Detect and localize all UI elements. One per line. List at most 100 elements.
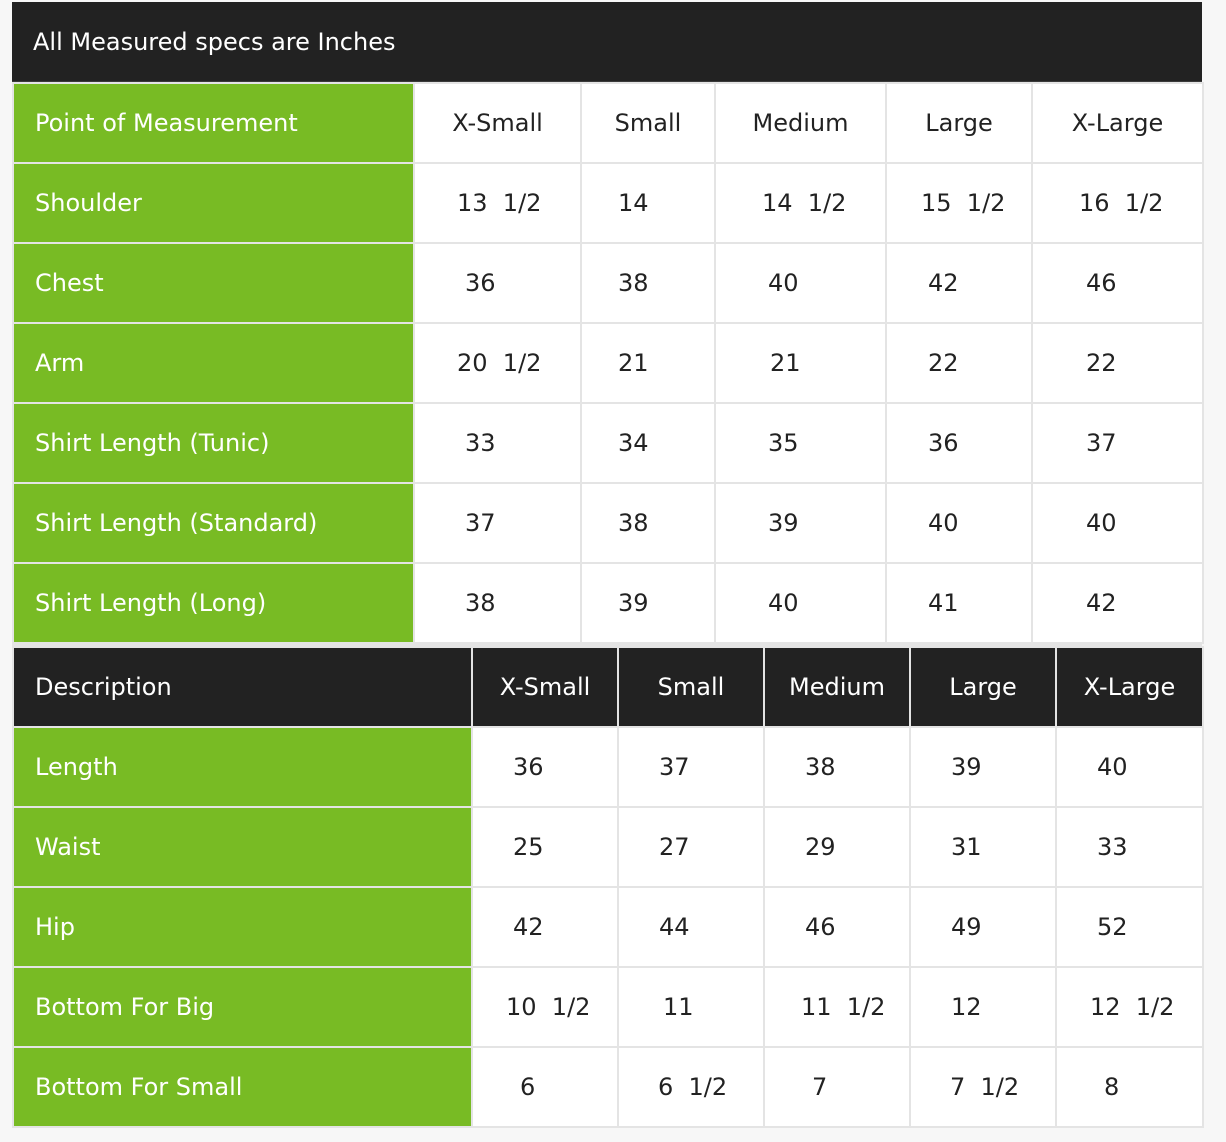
cell-value: 37 (465, 509, 496, 537)
row-label: Shirt Length (Standard) (12, 482, 415, 564)
table-cell: 42 (471, 886, 619, 968)
table-cell: 22 (885, 322, 1033, 404)
table-header-row: Description X-Small Small Medium Large X… (12, 646, 1204, 728)
size-label: X-Small (452, 109, 543, 137)
cell-value: 15 1/2 (921, 189, 1006, 217)
cell-value: 33 (1097, 833, 1128, 861)
table-cell: 7 1/2 (909, 1046, 1057, 1128)
size-label: X-Large (1083, 673, 1176, 701)
row-label: Hip (12, 886, 473, 968)
table-cell: 11 1/2 (763, 966, 911, 1048)
cell-value: 49 (951, 913, 982, 941)
cell-value: 37 (1086, 429, 1117, 457)
table-cell: 7 (763, 1046, 911, 1128)
table-cell: 6 1/2 (617, 1046, 765, 1128)
cell-value: 46 (1086, 269, 1117, 297)
cell-value: 13 1/2 (457, 189, 542, 217)
table-cell: 42 (885, 242, 1033, 324)
table-cell: 15 1/2 (885, 162, 1033, 244)
table-cell: 38 (580, 482, 716, 564)
cell-value: 39 (951, 753, 982, 781)
cell-value: 36 (465, 269, 496, 297)
table-cell: 38 (580, 242, 716, 324)
cell-value: 12 1/2 (1090, 993, 1175, 1021)
cell-value: 38 (618, 269, 649, 297)
size-label: Medium (752, 109, 849, 137)
cell-value: 41 (928, 589, 959, 617)
table-row: Length 36 37 38 39 40 (12, 726, 1204, 808)
row-label: Bottom For Small (12, 1046, 473, 1128)
table-cell: 46 (1031, 242, 1204, 324)
cell-value: 22 (1086, 349, 1117, 377)
table-cell: 10 1/2 (471, 966, 619, 1048)
table-row: Arm 20 1/2 21 21 22 22 (12, 322, 1204, 404)
table-cell: 52 (1055, 886, 1204, 968)
table-cell: 14 1/2 (714, 162, 887, 244)
cell-value: 39 (768, 509, 799, 537)
table-cell: 36 (471, 726, 619, 808)
table-row: Chest 36 38 40 42 46 (12, 242, 1204, 324)
table-cell: 37 (1031, 402, 1204, 484)
cell-value: 14 (618, 189, 649, 217)
header-size-cell: Medium (763, 646, 911, 728)
table-cell: 34 (580, 402, 716, 484)
cell-value: 44 (659, 913, 690, 941)
cell-value: 34 (618, 429, 649, 457)
header-label: Point of Measurement (35, 109, 298, 137)
table-row: Waist 25 27 29 31 33 (12, 806, 1204, 888)
table-row: Shirt Length (Long) 38 39 40 41 42 (12, 562, 1204, 644)
table-row: Shirt Length (Standard) 37 38 39 40 40 (12, 482, 1204, 564)
cell-value: 14 1/2 (762, 189, 847, 217)
shirt-measurement-table: Point of Measurement X-Small Small Mediu… (12, 82, 1204, 644)
cell-value: 16 1/2 (1079, 189, 1164, 217)
table-cell: 40 (1031, 482, 1204, 564)
table-cell: 36 (885, 402, 1033, 484)
table-cell: 38 (763, 726, 911, 808)
cell-value: 11 1/2 (801, 993, 886, 1021)
row-label: Shirt Length (Tunic) (12, 402, 415, 484)
table-cell: 20 1/2 (413, 322, 582, 404)
row-label: Length (12, 726, 473, 808)
cell-value: 38 (805, 753, 836, 781)
header-size-cell: Large (909, 646, 1057, 728)
table-cell: 21 (580, 322, 716, 404)
header-size-cell: X-Large (1055, 646, 1204, 728)
row-label: Arm (12, 322, 415, 404)
header-label-cell: Description (12, 646, 473, 728)
row-label: Bottom For Big (12, 966, 473, 1048)
table-row: Hip 42 44 46 49 52 (12, 886, 1204, 968)
cell-value: 38 (465, 589, 496, 617)
table-cell: 16 1/2 (1031, 162, 1204, 244)
size-label: X-Large (1071, 109, 1164, 137)
cell-value: 31 (951, 833, 982, 861)
cell-value: 29 (805, 833, 836, 861)
table-cell: 49 (909, 886, 1057, 968)
header-size-cell: X-Large (1031, 82, 1204, 164)
cell-value: 7 (812, 1073, 828, 1101)
size-label: X-Small (499, 673, 591, 701)
table-cell: 12 (909, 966, 1057, 1048)
table-cell: 8 (1055, 1046, 1204, 1128)
size-label: Medium (789, 673, 885, 701)
table-cell: 22 (1031, 322, 1204, 404)
cell-value: 40 (928, 509, 959, 537)
table-cell: 40 (714, 562, 887, 644)
cell-value: 21 (770, 349, 801, 377)
header-size-cell: Large (885, 82, 1033, 164)
cell-value: 42 (1086, 589, 1117, 617)
cell-value: 7 1/2 (950, 1073, 1020, 1101)
table-cell: 40 (885, 482, 1033, 564)
table-cell: 46 (763, 886, 911, 968)
table-row: Shoulder 13 1/2 14 14 1/2 15 1/2 16 1/2 (12, 162, 1204, 244)
cell-value: 40 (1086, 509, 1117, 537)
table-cell: 27 (617, 806, 765, 888)
cell-value: 6 (520, 1073, 536, 1101)
table-cell: 35 (714, 402, 887, 484)
table-cell: 31 (909, 806, 1057, 888)
cell-value: 40 (768, 269, 799, 297)
cell-value: 21 (618, 349, 649, 377)
table-cell: 25 (471, 806, 619, 888)
row-label: Shoulder (12, 162, 415, 244)
table-cell: 41 (885, 562, 1033, 644)
row-label: Waist (12, 806, 473, 888)
